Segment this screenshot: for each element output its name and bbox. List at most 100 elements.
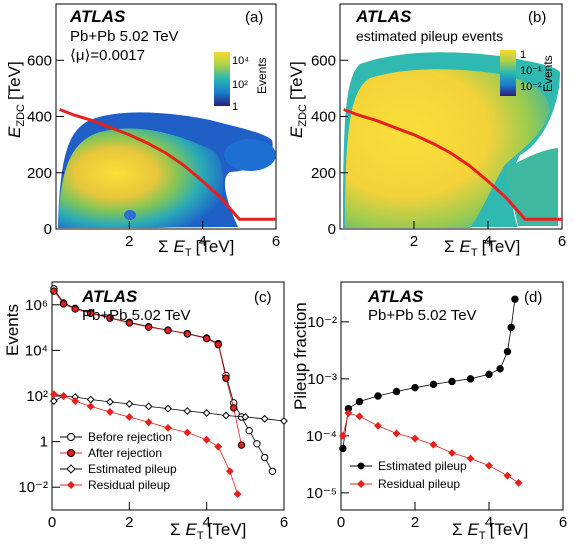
svg-text:Estimated pileup: Estimated pileup [378,459,467,473]
panel-d-series-1-point-0 [338,431,347,440]
panel-d-series-1-point-3 [374,421,382,430]
panel-c-series-1-point-6 [144,323,153,331]
panel-c-series-2-point-4 [106,398,114,406]
panel-d-series-1-point-10 [503,471,512,480]
panel-d-ytick-3: 10⁻⁵ [306,485,337,502]
panel-d-legend: Estimated pileup Residual pileup [350,459,467,491]
panel-d: 0 2 4 6 10⁻² 10⁻³ 10⁻⁴ 10⁻⁵ ATLAS Pb+Pb 5.02 T… [291,281,567,542]
panel-c-series-3-point-4 [106,408,114,416]
panel-c-ytick-0: 10⁶ [25,297,48,314]
panel-a-colorbar [214,52,230,106]
panel-c-series-3-point-2 [71,397,80,405]
panel-d-label: (d) [524,289,542,306]
panel-d-series-0-point-2 [355,397,364,406]
panel-d-series-1-point-7 [448,449,456,457]
panel-a-line1: Pb+Pb 5.02 TeV [70,28,179,45]
panel-c-legend-item-2: Estimated pileup [60,462,177,476]
panel-c-series-1-point-8 [183,330,192,338]
panel-c-series-3-point-3 [86,402,95,411]
panel-c-series-1-point-3 [86,309,95,318]
panel-d-ytick-0: 10⁻² [307,314,337,331]
panel-b-ytick-0: 0 [328,221,336,238]
panel-c-series-1-point-1 [59,300,68,308]
panel-c-line1: Pb+Pb 5.02 TeV [82,307,191,324]
panel-c-label: (c) [254,289,272,306]
panel-b-ytick-1: 200 [311,165,336,182]
panel-d-ytick-2: 10⁻⁴ [306,428,337,445]
svg-text:ΣET[TeV]: Σ ET [TeV] [444,237,520,259]
panel-b-ylabel: EZDC[TeV] [287,61,309,138]
panel-d-series-0-point-5 [411,383,419,392]
panel-c-series-1-point-7 [164,326,172,335]
svg-text:ΣET[TeV]: Σ ET [TeV] [452,520,528,542]
panel-c-series-2-point-8 [183,407,192,415]
panel-c-series-3-point-9 [202,435,211,444]
panel-b-density [343,52,560,228]
panel-c-series-2-point-0 [50,397,58,405]
panel-a-zlabel: Events [255,57,269,94]
panel-a-ztick-1: 10² [232,79,248,91]
panel-d-line1: Pb+Pb 5.02 TeV [368,307,477,324]
panel-d-series-1-point-4 [392,429,401,438]
panel-c-series-0-point-14 [245,427,253,435]
panel-a-ytick-1: 200 [27,165,52,182]
panel-d-series-0-point-9 [485,370,493,379]
panel-d-series-0-point-0 [339,444,347,453]
panel-c-xtick-0: 0 [48,514,56,531]
svg-text:EZDC[TeV]: EZDC[TeV] [5,61,27,138]
panel-d-series-0-point-12 [507,323,515,332]
panel-c-series-2-point-5 [125,399,134,408]
panel-c-series-3-point-8 [183,428,192,437]
panel-c-series-2-point-11 [241,413,250,421]
panel-c-series-2-point-12 [260,414,269,423]
panel-b-xtick-0: 2 [410,233,418,250]
panel-c-series-1-point-9 [202,334,211,343]
panel-c-series-2-point-13 [280,417,288,425]
panel-b-xtick-1: 4 [484,233,492,250]
panel-c-series-3-point-12 [233,490,242,498]
panel-a-ytick-0: 0 [44,221,52,238]
panel-c-xtick-3: 6 [280,514,288,531]
panel-b: 2 4 6 0 200 400 600 ATLAS estimated pileup ev… [287,3,566,259]
panel-c-ytick-1: 10⁴ [25,342,48,359]
panel-c-series-1-point-4 [106,314,114,322]
panel-b-cut-line [343,108,562,221]
panel-d-series-0 [339,295,519,453]
panel-b-label: (b) [528,9,546,26]
panel-d-series-0-point-13 [511,295,519,303]
panel-d-series-1-point-1 [344,409,353,418]
panel-b-ztick-0: 1 [520,49,526,61]
panel-c-series-0-point-16 [260,453,269,462]
panel-c-series-1-point-5 [125,319,134,327]
panel-b-ytick-2: 400 [311,109,336,126]
panel-a-xtick-1: 4 [198,233,206,250]
panel-c-series-3 [50,390,242,498]
svg-text:Before rejection: Before rejection [88,430,172,444]
panel-c-series-3-point-0 [50,390,58,399]
panel-d-series-0-point-4 [392,387,401,396]
panel-a-atlas: ATLAS [69,7,126,26]
svg-text:Residual pileup: Residual pileup [88,478,170,492]
panel-c-ylabel: Events [3,304,22,356]
svg-text:After rejection: After rejection [88,446,162,460]
panel-c-series-0-point-17 [268,467,277,475]
panel-d-xtick-2: 4 [485,514,493,531]
panel-a-line2: ⟨μ⟩=0.0017 [70,47,145,64]
panel-a-ztick-0: 10⁴ [232,55,249,67]
panel-d-legend-item-1: Residual pileup [350,477,460,491]
panel-d-series-0-point-8 [466,375,475,383]
panel-c-series-0-point-15 [253,440,261,448]
panel-b-atlas: ATLAS [355,7,412,26]
svg-text:Residual pileup: Residual pileup [378,477,460,491]
panel-d-atlas: ATLAS [367,287,424,306]
panel-d-series-0-point-10 [496,365,504,373]
panel-d-legend-item-0: Estimated pileup [350,459,467,473]
panel-d-xtick-0: 0 [337,514,345,531]
panel-d-series-0-point-11 [503,347,512,356]
panel-b-line1: estimated pileup events [356,28,503,44]
panel-c-series-3-point-6 [144,418,153,427]
panel-c-series-2-point-7 [164,404,172,413]
panel-b-ytick-3: 600 [311,52,336,69]
panel-d-xtick-3: 6 [559,514,567,531]
